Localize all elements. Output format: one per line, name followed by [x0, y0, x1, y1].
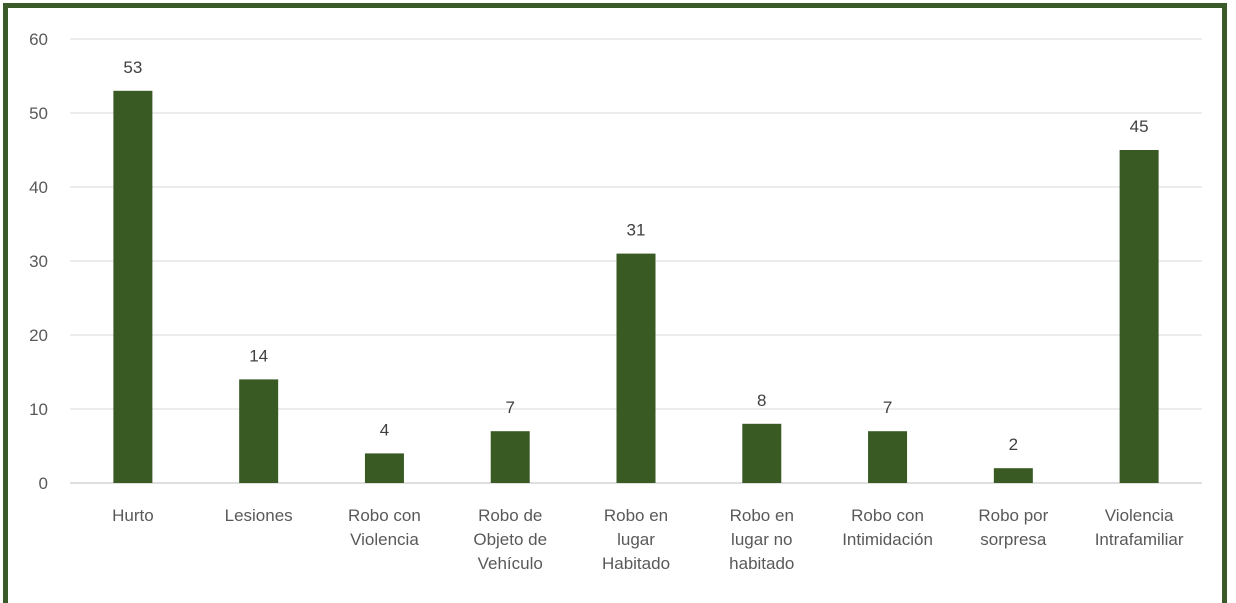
chart-frame [3, 3, 1227, 603]
data-label: 7 [883, 398, 892, 417]
x-tick-label: Lesiones [225, 506, 293, 525]
data-label: 2 [1009, 435, 1018, 454]
y-tick-label: 0 [39, 474, 48, 493]
y-tick-label: 50 [29, 104, 48, 123]
y-tick-label: 20 [29, 326, 48, 345]
x-tick-label: Robo con Violencia [348, 506, 421, 549]
bar [616, 253, 656, 483]
data-label: 7 [505, 398, 514, 417]
data-labels: 53 14 4 7 31 8 7 2 45 [123, 58, 1148, 454]
x-tick-label: Hurto [112, 506, 154, 525]
bar [490, 431, 530, 483]
y-tick-label: 30 [29, 252, 48, 271]
data-label: 4 [380, 420, 389, 439]
bar [993, 468, 1033, 483]
data-label: 53 [123, 58, 142, 77]
data-label: 45 [1130, 117, 1149, 136]
y-axis-ticks: 0 10 20 30 40 50 60 [29, 30, 48, 493]
x-axis-labels: Hurto Lesiones Robo con Violencia Robo de Obj… [112, 506, 1184, 573]
bar [1119, 150, 1159, 483]
bar [239, 379, 279, 483]
bar [742, 423, 782, 483]
bar [113, 90, 153, 484]
x-tick-label: Robo por sorpresa [978, 506, 1048, 549]
x-tick-label: Violencia Intrafamiliar [1095, 506, 1184, 549]
bar [868, 431, 908, 483]
x-tick-label: Robo en lugar no habitado [729, 506, 794, 573]
x-tick-label: Robo en lugar Habitado [602, 506, 670, 573]
bars [113, 90, 1159, 484]
data-label: 8 [757, 391, 766, 410]
y-tick-label: 60 [29, 30, 48, 49]
y-tick-label: 40 [29, 178, 48, 197]
x-tick-label: Robo de Objeto de Vehículo [473, 506, 547, 573]
data-label: 31 [627, 221, 646, 240]
bar [364, 453, 404, 483]
x-tick-label: Robo con Intimidación [842, 506, 933, 549]
y-tick-label: 10 [29, 400, 48, 419]
data-label: 14 [249, 346, 268, 365]
